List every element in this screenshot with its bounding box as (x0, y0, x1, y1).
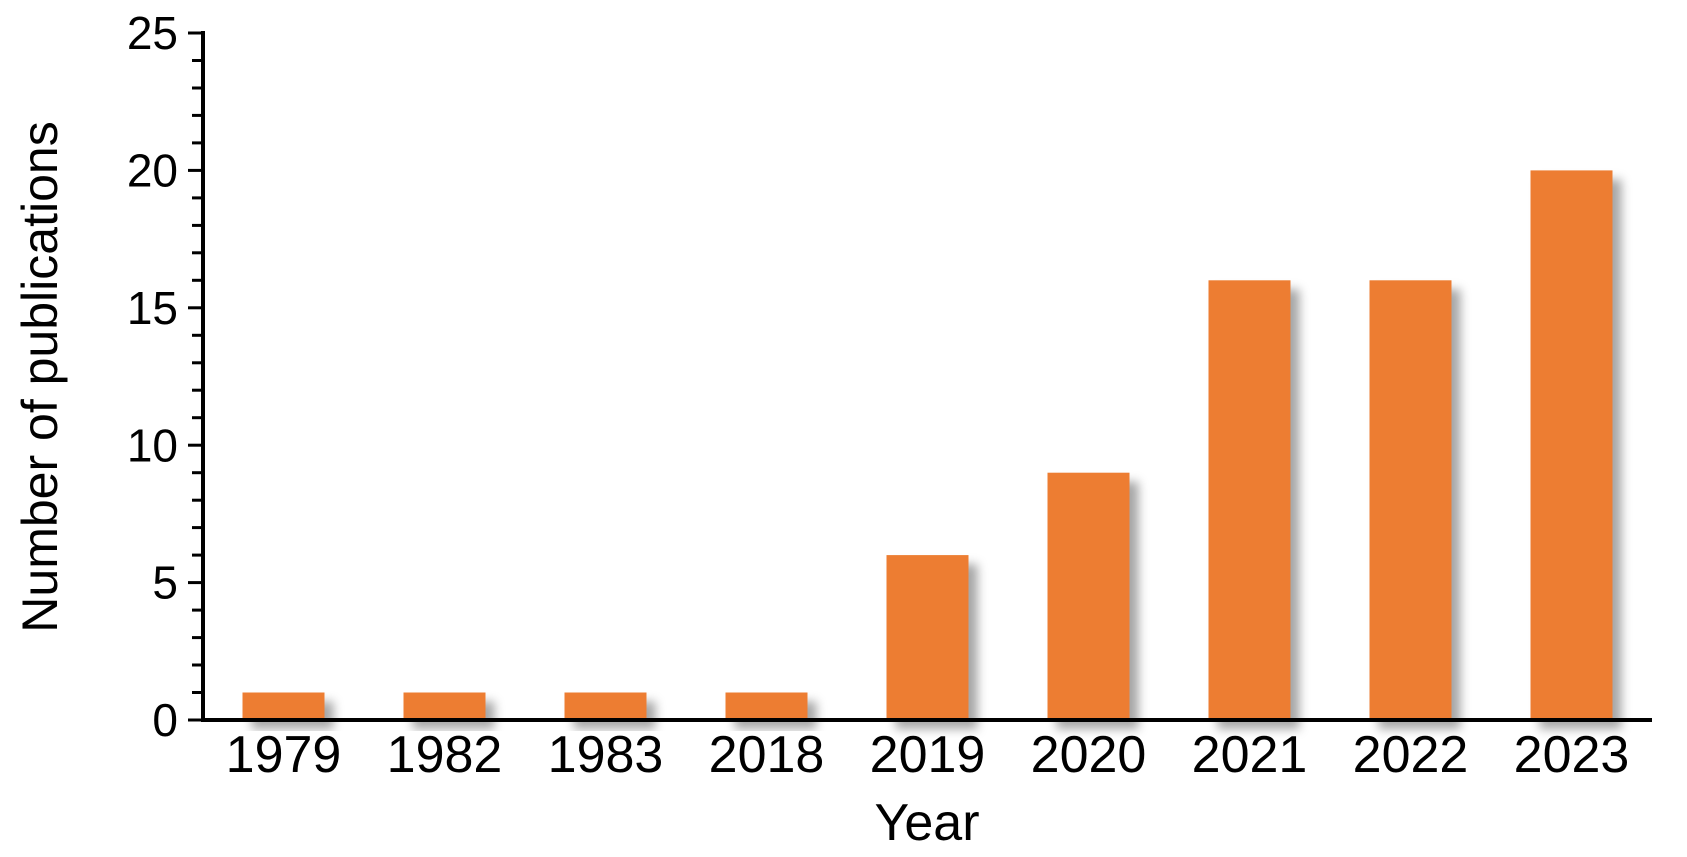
x-tick-label-1979: 1979 (226, 726, 342, 784)
axis-layer (188, 31, 1652, 722)
bar-2021 (1208, 280, 1291, 720)
y-tick-label-25: 25 (127, 7, 178, 59)
x-tick-label-2018: 2018 (709, 726, 825, 784)
y-axis-title: Number of publications (12, 121, 68, 632)
bars-layer (242, 170, 1613, 720)
x-tick-label-2020: 2020 (1031, 726, 1147, 784)
bar-2019 (886, 555, 969, 720)
x-tick-label-2022: 2022 (1353, 726, 1469, 784)
x-axis-title: Year (874, 794, 979, 852)
bar-1982 (403, 692, 486, 720)
x-tick-label-2023: 2023 (1514, 726, 1630, 784)
tick-labels-layer: 0 5 10 15 20 25 1979 1982 1983 2018 2019 2020 2021 20… (127, 7, 1630, 784)
bar-1983 (564, 692, 647, 720)
y-tick-label-0: 0 (152, 694, 178, 746)
x-tick-label-2019: 2019 (870, 726, 986, 784)
y-tick-label-15: 15 (127, 282, 178, 334)
x-tick-label-1983: 1983 (548, 726, 664, 784)
y-tick-label-10: 10 (127, 419, 178, 471)
bar-2020 (1047, 472, 1130, 720)
x-tick-label-2021: 2021 (1192, 726, 1308, 784)
bar-2018 (725, 692, 808, 720)
x-tick-label-1982: 1982 (387, 726, 503, 784)
y-tick-label-5: 5 (152, 557, 178, 609)
bar-2022 (1369, 280, 1452, 720)
bar-1979 (242, 692, 325, 720)
y-tick-label-20: 20 (127, 145, 178, 197)
bar-2023 (1530, 170, 1613, 720)
